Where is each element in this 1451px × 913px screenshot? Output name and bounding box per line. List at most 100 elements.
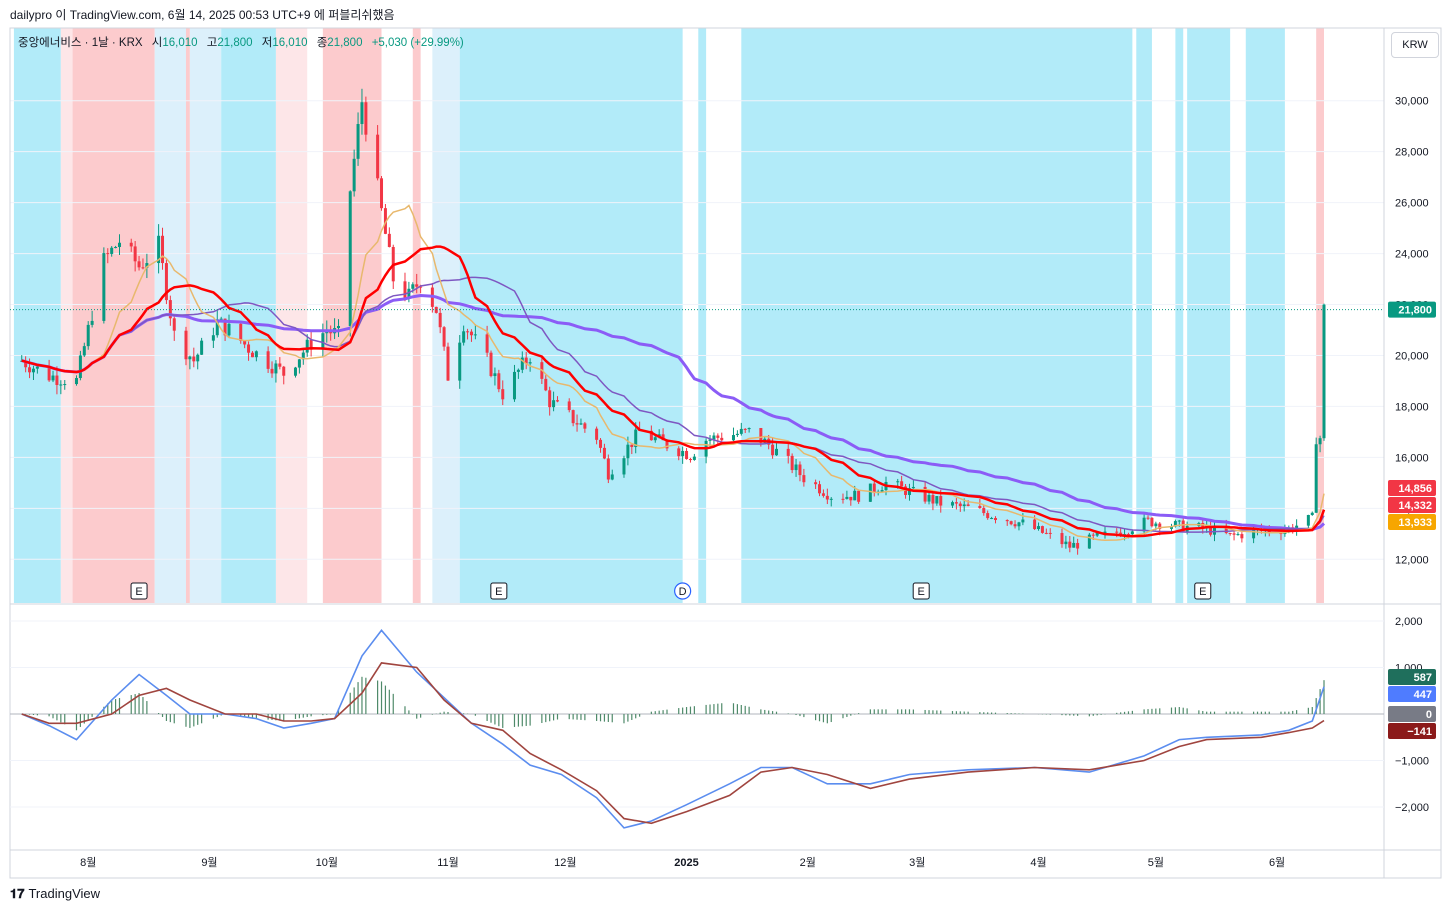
candle-body [1037, 526, 1041, 530]
candle-body [356, 124, 360, 159]
time-axis-label: 6월 [1269, 856, 1285, 869]
candle-body [469, 331, 473, 336]
candle-body [720, 437, 724, 441]
chart-frame [9, 27, 1442, 879]
shaded-zone [60, 28, 73, 603]
candle-body [1142, 517, 1146, 532]
candle-body [297, 359, 301, 368]
close-label: 종 [316, 37, 328, 49]
moving-average-lines [21, 204, 1326, 541]
macd-value-tag: 447 [1388, 686, 1436, 702]
candle-body [321, 333, 325, 350]
candle-body [243, 340, 247, 345]
candle-body [845, 496, 849, 499]
candle-body [337, 326, 340, 329]
price-axis-label: 26,000 [1395, 198, 1429, 210]
candle-body [458, 342, 462, 381]
candle-body [739, 428, 743, 434]
candle-body [579, 423, 583, 425]
shaded-zone [1245, 28, 1285, 603]
shaded-zone [275, 28, 308, 603]
indicator-value-tag: 14,856 [1388, 480, 1436, 496]
candle-body [446, 346, 450, 381]
price-axis-label: 12,000 [1395, 554, 1429, 566]
candle-body [548, 390, 552, 408]
macd-value-tag: −141 [1388, 723, 1436, 739]
currency-button[interactable]: KRW [1391, 32, 1439, 58]
candle-body [274, 363, 278, 374]
candle-body [1252, 529, 1256, 539]
candle-body [872, 483, 876, 492]
macd-panel [10, 629, 1384, 829]
time-axis-label: 8월 [80, 856, 96, 869]
event-marker-label: E [135, 586, 142, 598]
candle-body [172, 318, 176, 331]
tradingview-logo[interactable]: 𝟏𝟕 TradingView [10, 886, 100, 902]
candle-body [250, 352, 254, 358]
time-axis-label: 3월 [909, 856, 925, 869]
candle-body [911, 486, 915, 489]
candle-body [516, 369, 520, 372]
candle-body [685, 450, 689, 460]
candle-body [610, 474, 614, 480]
candle-body [978, 505, 982, 509]
time-axis-label: 9월 [201, 856, 217, 869]
candle-body [497, 373, 501, 390]
candle-body [950, 502, 954, 506]
shaded-zone [1175, 28, 1184, 603]
candle-body [1310, 512, 1314, 515]
candle-body [293, 367, 297, 376]
shaded-zone [322, 28, 382, 603]
candle-body [380, 178, 384, 209]
candle-body [90, 320, 94, 325]
candle-body [1064, 541, 1068, 545]
candle-body [31, 368, 35, 373]
candle-body [493, 373, 497, 377]
candle-body [1213, 526, 1216, 535]
candle-body [1087, 534, 1091, 549]
candle-body [106, 253, 110, 255]
macd-axis-label: −2,000 [1395, 802, 1429, 814]
candle-body [442, 327, 446, 347]
candle-body [239, 323, 243, 341]
time-axis-label: 2월 [800, 856, 816, 869]
candle-body [168, 300, 172, 319]
change-value: +5,030 (+29.99%) [371, 37, 464, 49]
candle-body [1224, 526, 1228, 534]
price-tags: 21,800 14,856 14,332 13,933 587 447 0 −141 [10, 301, 1436, 739]
macd-value-tag-text: −141 [1407, 726, 1432, 738]
candle-body [939, 496, 943, 506]
candle-body [1009, 521, 1013, 525]
candle-body [821, 493, 825, 496]
macd-value-tag-text: 0 [1426, 709, 1432, 721]
candle-body [528, 362, 532, 364]
candle-body [1095, 532, 1099, 536]
candle-body [735, 433, 739, 436]
candle-body [1072, 542, 1076, 548]
candle-body [1173, 521, 1177, 527]
candle-body [1068, 541, 1072, 548]
macd-axis-label: 2,000 [1395, 616, 1423, 628]
candle-body [966, 504, 970, 506]
candle-body [1236, 534, 1240, 536]
candle-body [814, 482, 818, 485]
candle-body [157, 235, 161, 264]
candle-body [665, 440, 669, 449]
shaded-zone [13, 28, 61, 603]
high-label: 고 [206, 37, 218, 49]
symbol-name[interactable]: 중앙에너비스 · 1날 · KRX [18, 37, 143, 49]
candle-body [958, 503, 962, 507]
candle-body [544, 378, 548, 391]
event-marker-label: E [1199, 586, 1206, 598]
earnings-marker [912, 582, 930, 600]
candle-body [352, 158, 356, 192]
candle-body [141, 267, 145, 269]
candle-body [649, 430, 653, 441]
candle-body [1240, 534, 1244, 539]
candle-body [200, 340, 204, 355]
macd-axis-label: −1,000 [1395, 756, 1429, 768]
shaded-zone [412, 28, 421, 603]
candle-body [907, 488, 911, 495]
candle-body [606, 458, 610, 480]
candle-body [364, 102, 368, 135]
